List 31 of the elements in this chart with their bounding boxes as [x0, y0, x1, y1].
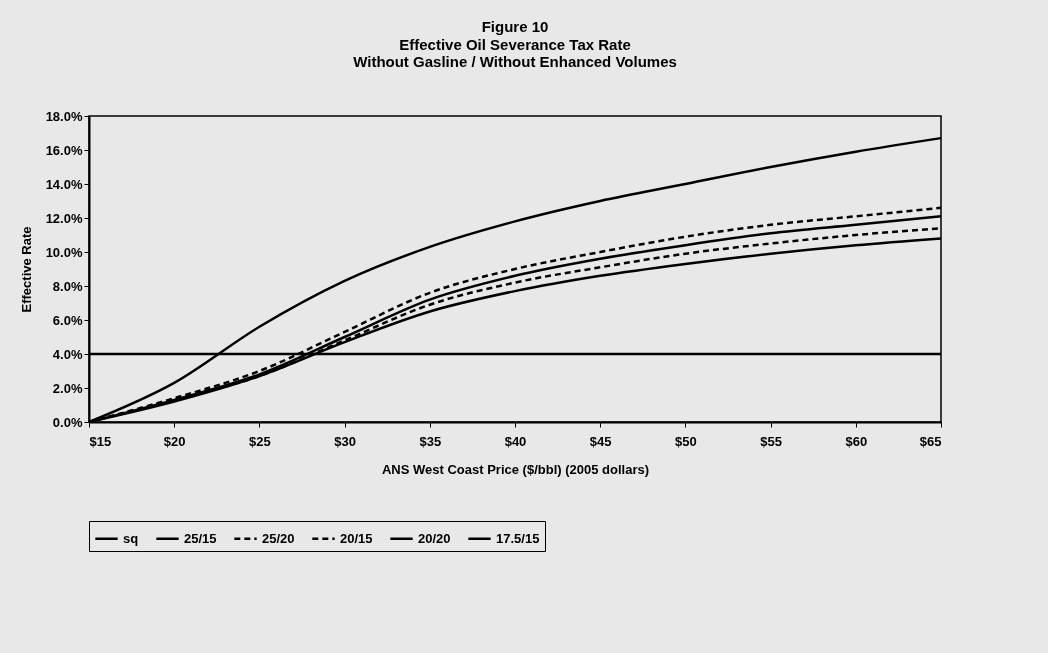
- x-tick-label: $60: [845, 433, 868, 449]
- x-axis-title: ANS West Coast Price ($/bbl) (2005 dollars): [381, 461, 650, 477]
- y-tick-label: 16.0%: [45, 142, 83, 158]
- y-tick-label: 10.0%: [45, 244, 83, 260]
- legend-label: 17.5/15: [496, 530, 540, 546]
- x-tick-label: $15: [89, 433, 112, 449]
- y-tick-label: 12.0%: [45, 210, 83, 226]
- chart-subtitle: Effective Oil Severance Tax Rate Without Gasline / Without Enhanced Volumes: [353, 36, 677, 70]
- legend-label: 25/15: [184, 530, 217, 546]
- y-tick-label: 14.0%: [45, 176, 83, 192]
- y-axis-title: Effective Rate: [18, 226, 34, 313]
- y-tick-label: 0.0%: [52, 414, 83, 430]
- y-tick-label: 8.0%: [52, 278, 83, 294]
- x-tick-label: $40: [504, 433, 527, 449]
- legend-label: sq: [123, 530, 139, 546]
- x-tick-label: $35: [419, 433, 442, 449]
- x-tick-label: $30: [334, 433, 356, 449]
- x-tick-label: $20: [163, 433, 186, 449]
- x-tick-label: $50: [675, 433, 697, 449]
- legend-label: 20/15: [340, 530, 373, 546]
- y-tick-label: 2.0%: [52, 380, 83, 396]
- x-tick-label: $45: [589, 433, 612, 449]
- legend-label: 25/20: [262, 530, 295, 546]
- y-tick-label: 4.0%: [52, 346, 83, 362]
- y-tick-label: 18.0%: [45, 108, 83, 124]
- legend-label: 20/20: [418, 530, 451, 546]
- x-tick-label: $25: [249, 433, 271, 449]
- x-tick-label: $55: [760, 433, 782, 449]
- x-tick-label: $65: [919, 433, 942, 449]
- y-tick-label: 6.0%: [52, 312, 83, 328]
- chart-title: Figure 10: [481, 18, 549, 35]
